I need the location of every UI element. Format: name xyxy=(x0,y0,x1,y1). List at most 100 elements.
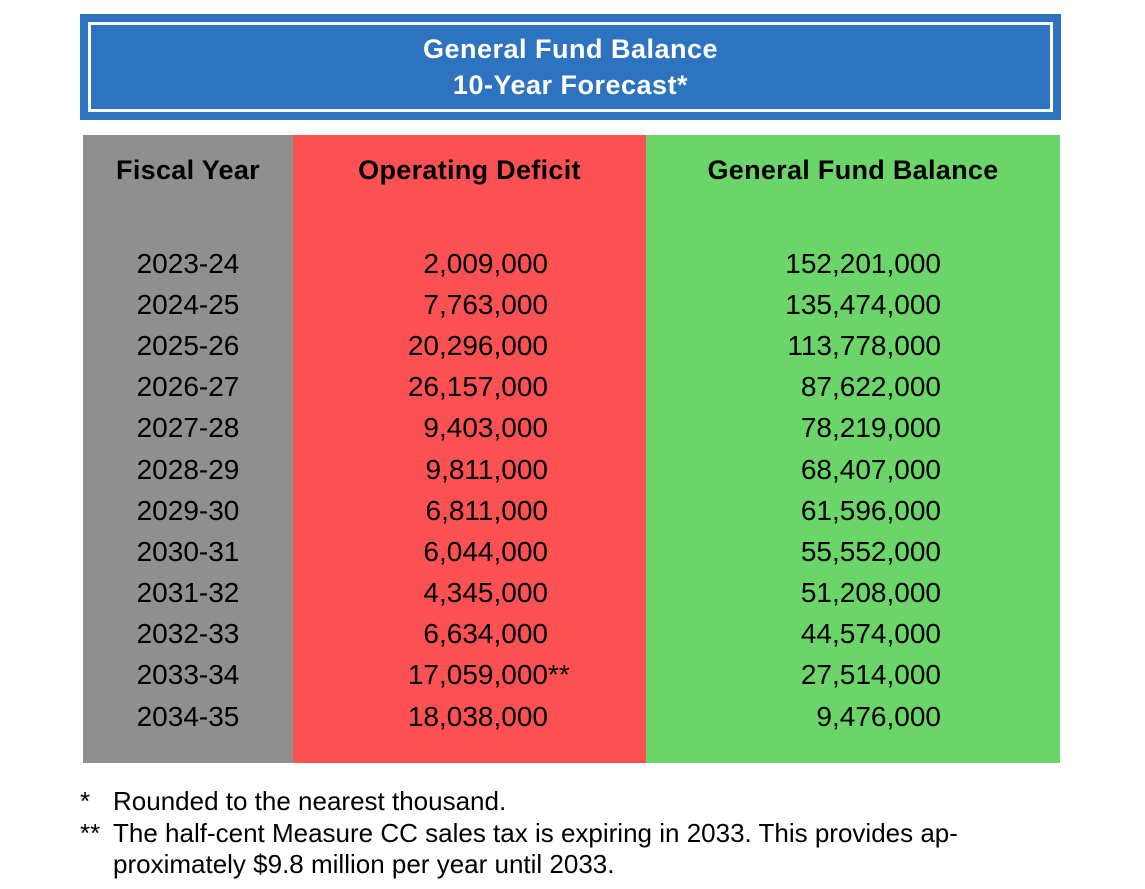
fiscal-year-cell: 2026-27 xyxy=(83,371,293,403)
general-fund-balance-cell: 9,476,000 xyxy=(646,701,1060,733)
fiscal-year-value: 2025-26 xyxy=(136,329,240,361)
operating-deficit-cell: 9,811,000 xyxy=(293,454,646,486)
footnote-line: proximately $9.8 million per year until … xyxy=(80,849,1100,881)
general-fund-balance-value: 51,208,000 xyxy=(800,577,941,609)
general-fund-balance-cell: 61,596,000 xyxy=(646,495,1060,527)
general-fund-balance-value: 27,514,000 xyxy=(800,659,941,691)
general-fund-balance-cell: 27,514,000 xyxy=(646,659,1060,691)
table-row: 2027-28 9,403,000 78,219,000 xyxy=(83,408,1060,449)
title-banner: General Fund Balance 10-Year Forecast* xyxy=(80,14,1061,120)
fiscal-year-value: 2033-34 xyxy=(136,659,240,691)
table-row: 2034-35 18,038,000 9,476,000 xyxy=(83,696,1060,737)
table-row: 2023-24 2,009,000 152,201,000 xyxy=(83,243,1060,284)
operating-deficit-cell: 6,811,000 xyxy=(293,495,646,527)
table-row: 2033-34 17,059,000** 27,514,000 xyxy=(83,655,1060,696)
column-general-fund-balance: General Fund Balance xyxy=(646,135,1060,763)
general-fund-balance-value: 44,574,000 xyxy=(800,618,941,650)
table-row: 2029-30 6,811,000 61,596,000 xyxy=(83,490,1060,531)
fiscal-year-cell: 2033-34 xyxy=(83,659,293,691)
general-fund-balance-value: 9,476,000 xyxy=(816,700,941,732)
fiscal-year-cell: 2028-29 xyxy=(83,454,293,486)
fiscal-year-value: 2024-25 xyxy=(136,288,240,320)
page-title: General Fund Balance 10-Year Forecast* xyxy=(80,14,1061,120)
operating-deficit-value: 7,763,000 xyxy=(423,288,548,320)
operating-deficit-cell: 6,634,000 xyxy=(293,618,646,650)
fiscal-year-value: 2023-24 xyxy=(136,247,240,279)
table-row: 2030-31 6,044,000 55,552,000 xyxy=(83,531,1060,572)
general-fund-balance-value: 152,201,000 xyxy=(785,247,941,279)
fiscal-year-value: 2034-35 xyxy=(136,700,240,732)
operating-deficit-cell: 18,038,000 xyxy=(293,701,646,733)
fiscal-year-value: 2029-30 xyxy=(136,494,240,526)
fiscal-year-cell: 2023-24 xyxy=(83,248,293,280)
footnote-line: * Rounded to the nearest thousand. xyxy=(80,786,1100,818)
operating-deficit-value: 6,634,000 xyxy=(423,618,548,650)
fiscal-year-value: 2032-33 xyxy=(136,618,240,650)
general-fund-balance-cell: 113,778,000 xyxy=(646,330,1060,362)
table-row: 2031-32 4,345,000 51,208,000 xyxy=(83,573,1060,614)
table-row: 2025-26 20,296,000 113,778,000 xyxy=(83,325,1060,366)
general-fund-balance-value: 135,474,000 xyxy=(785,288,941,320)
general-fund-balance-header: General Fund Balance xyxy=(707,155,999,185)
general-fund-balance-cell: 78,219,000 xyxy=(646,412,1060,444)
general-fund-balance-cell: 87,622,000 xyxy=(646,371,1060,403)
column-operating-deficit: Operating Deficit xyxy=(293,135,646,763)
general-fund-balance-value: 78,219,000 xyxy=(800,412,941,444)
table-row: 2024-25 7,763,000 135,474,000 xyxy=(83,284,1060,325)
fiscal-year-value: 2031-32 xyxy=(136,577,240,609)
footnote-text: Rounded to the nearest thousand. xyxy=(113,786,507,816)
operating-deficit-value: 2,009,000 xyxy=(423,247,548,279)
table-rows: 2023-24 2,009,000 152,201,000 2024-25 7,… xyxy=(83,243,1060,737)
footnote-marker: * xyxy=(80,786,91,816)
fiscal-year-cell: 2029-30 xyxy=(83,495,293,527)
fiscal-year-value: 2030-31 xyxy=(136,535,240,567)
fiscal-year-value: 2026-27 xyxy=(136,371,240,403)
forecast-table: Fiscal Year Operating Deficit General Fu… xyxy=(83,135,1060,763)
fiscal-year-value: 2027-28 xyxy=(136,412,240,444)
general-fund-balance-value: 61,596,000 xyxy=(800,494,941,526)
operating-deficit-value: 9,403,000 xyxy=(423,412,548,444)
general-fund-balance-value: 87,622,000 xyxy=(800,371,941,403)
fiscal-year-cell: 2030-31 xyxy=(83,536,293,568)
fiscal-year-cell: 2024-25 xyxy=(83,289,293,321)
fiscal-year-value: 2028-29 xyxy=(136,453,240,485)
general-fund-balance-cell: 152,201,000 xyxy=(646,248,1060,280)
fiscal-year-cell: 2027-28 xyxy=(83,412,293,444)
general-fund-balance-value: 68,407,000 xyxy=(800,453,941,485)
operating-deficit-cell: 2,009,000 xyxy=(293,248,646,280)
general-fund-balance-cell: 55,552,000 xyxy=(646,536,1060,568)
footnote-text: proximately $9.8 million per year until … xyxy=(113,849,615,879)
fiscal-year-header: Fiscal Year xyxy=(116,155,260,185)
footnote-marker: ** xyxy=(80,817,101,848)
operating-deficit-value: 17,059,000 xyxy=(407,659,548,691)
table-row: 2028-29 9,811,000 68,407,000 xyxy=(83,449,1060,490)
operating-deficit-value: 6,811,000 xyxy=(425,494,549,526)
operating-deficit-cell: 6,044,000 xyxy=(293,536,646,568)
operating-deficit-value: 26,157,000 xyxy=(407,371,548,403)
general-fund-balance-cell: 68,407,000 xyxy=(646,454,1060,486)
fiscal-year-cell: 2025-26 xyxy=(83,330,293,362)
fiscal-year-cell: 2032-33 xyxy=(83,618,293,650)
operating-deficit-value: 18,038,000 xyxy=(407,700,548,732)
footnote-text: The half-cent Measure CC sales tax is ex… xyxy=(113,817,958,848)
operating-deficit-cell: 26,157,000 xyxy=(293,371,646,403)
general-fund-balance-value: 55,552,000 xyxy=(800,535,941,567)
operating-deficit-value: 20,296,000 xyxy=(407,329,548,361)
operating-deficit-cell: 4,345,000 xyxy=(293,577,646,609)
operating-deficit-header: Operating Deficit xyxy=(358,155,581,185)
operating-deficit-cell: 20,296,000 xyxy=(293,330,646,362)
operating-deficit-cell: 7,763,000 xyxy=(293,289,646,321)
table-row: 2032-33 6,634,000 44,574,000 xyxy=(83,614,1060,655)
footnote-line: ** The half-cent Measure CC sales tax is… xyxy=(80,818,1100,850)
page-title-line-1: General Fund Balance xyxy=(422,34,719,64)
general-fund-balance-value: 113,778,000 xyxy=(787,329,941,361)
operating-deficit-value: 9,811,000 xyxy=(425,453,549,485)
column-fiscal-year: Fiscal Year xyxy=(83,135,293,763)
table-row: 2026-27 26,157,000 87,622,000 xyxy=(83,367,1060,408)
operating-deficit-value: 6,044,000 xyxy=(423,535,548,567)
general-fund-balance-cell: 44,574,000 xyxy=(646,618,1060,650)
footnotes: * Rounded to the nearest thousand. ** Th… xyxy=(80,786,1100,881)
footnote-marker xyxy=(80,849,113,881)
operating-deficit-cell: 9,403,000 xyxy=(293,412,646,444)
page-title-line-2: 10-Year Forecast* xyxy=(452,70,689,100)
